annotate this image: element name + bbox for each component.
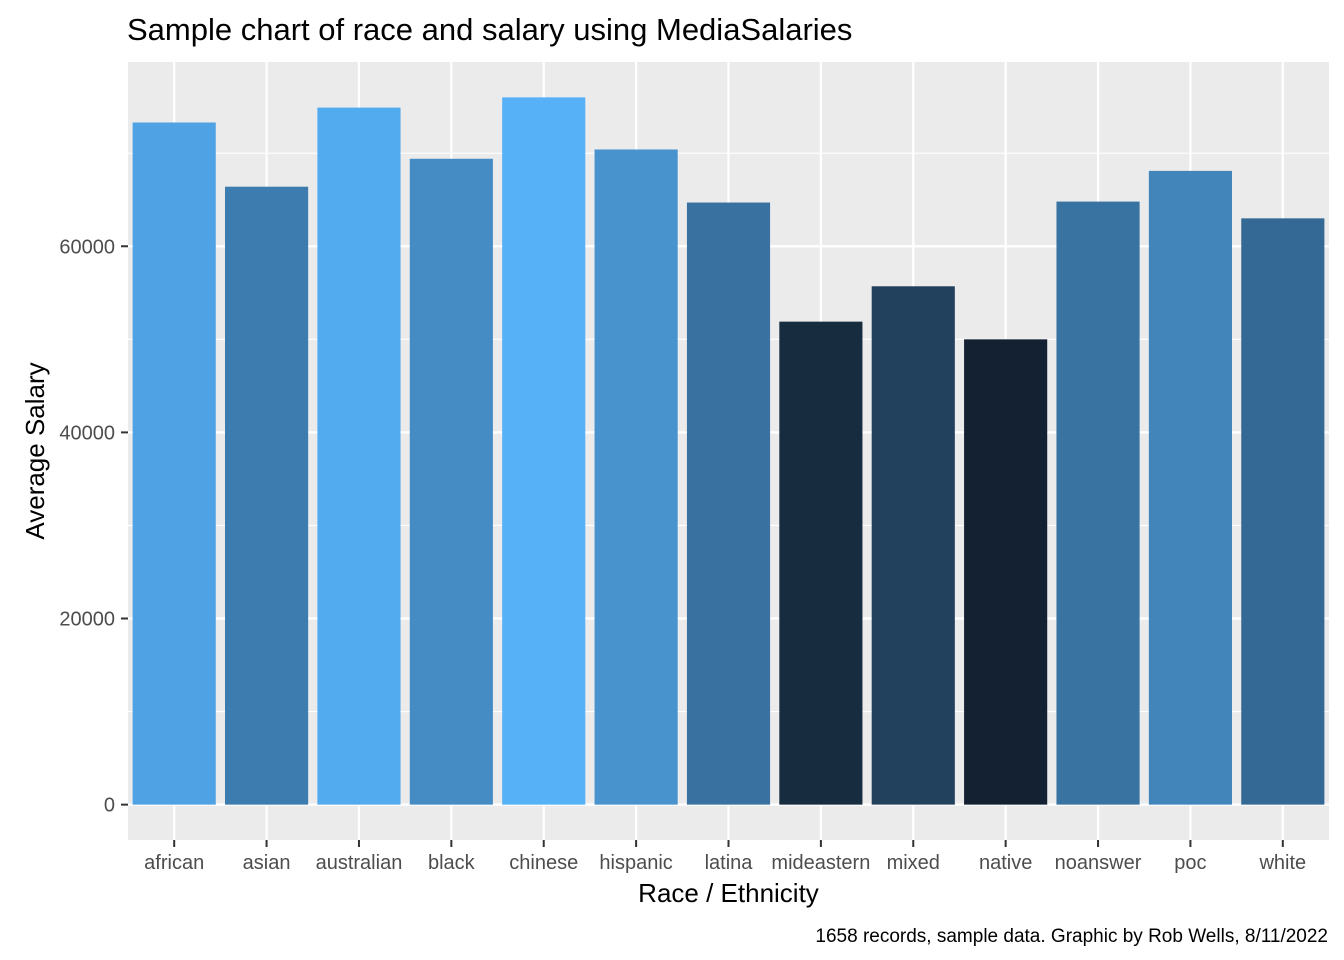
x-tick-label: white: [1258, 852, 1306, 874]
x-tick-label: chinese: [509, 852, 578, 874]
chart-caption: 1658 records, sample data. Graphic by Ro…: [815, 926, 1328, 947]
y-tick-label: 20000: [59, 609, 115, 631]
bar-mideastern: [779, 321, 863, 805]
y-axis-title: Average Salary: [20, 362, 50, 539]
bar-asian: [225, 186, 309, 805]
bar-black: [409, 158, 493, 805]
x-axis: african asian australian black chinese hispan…: [144, 840, 1306, 874]
y-tick-label: 60000: [59, 236, 115, 258]
x-tick-label: australian: [316, 852, 403, 874]
bar-mixed: [871, 286, 955, 805]
x-tick-label: native: [979, 852, 1032, 874]
x-tick-label: poc: [1174, 852, 1206, 874]
x-tick-label: mideastern: [771, 852, 870, 874]
bar-australian: [317, 107, 401, 805]
x-tick-label: hispanic: [599, 852, 672, 874]
chart-title: Sample chart of race and salary using Me…: [127, 12, 852, 47]
x-tick-label: african: [144, 852, 204, 874]
y-tick-label: 0: [104, 795, 115, 817]
y-axis: 0 20000 40000 60000: [59, 236, 128, 817]
bar-noanswer: [1056, 201, 1140, 805]
bar-native: [964, 339, 1048, 805]
x-tick-label: black: [428, 852, 476, 874]
bar-hispanic: [594, 149, 678, 805]
bars: [132, 97, 1325, 805]
x-tick-label: asian: [243, 852, 291, 874]
x-axis-title: Race / Ethnicity: [638, 878, 819, 908]
y-tick-label: 40000: [59, 422, 115, 444]
bar-chinese: [502, 97, 586, 805]
x-tick-label: noanswer: [1055, 852, 1142, 874]
bar-african: [132, 122, 216, 805]
bar-poc: [1148, 170, 1232, 805]
bar-white: [1241, 218, 1325, 805]
x-tick-label: mixed: [887, 852, 940, 874]
bar-latina: [686, 202, 771, 805]
x-tick-label: latina: [705, 852, 754, 874]
